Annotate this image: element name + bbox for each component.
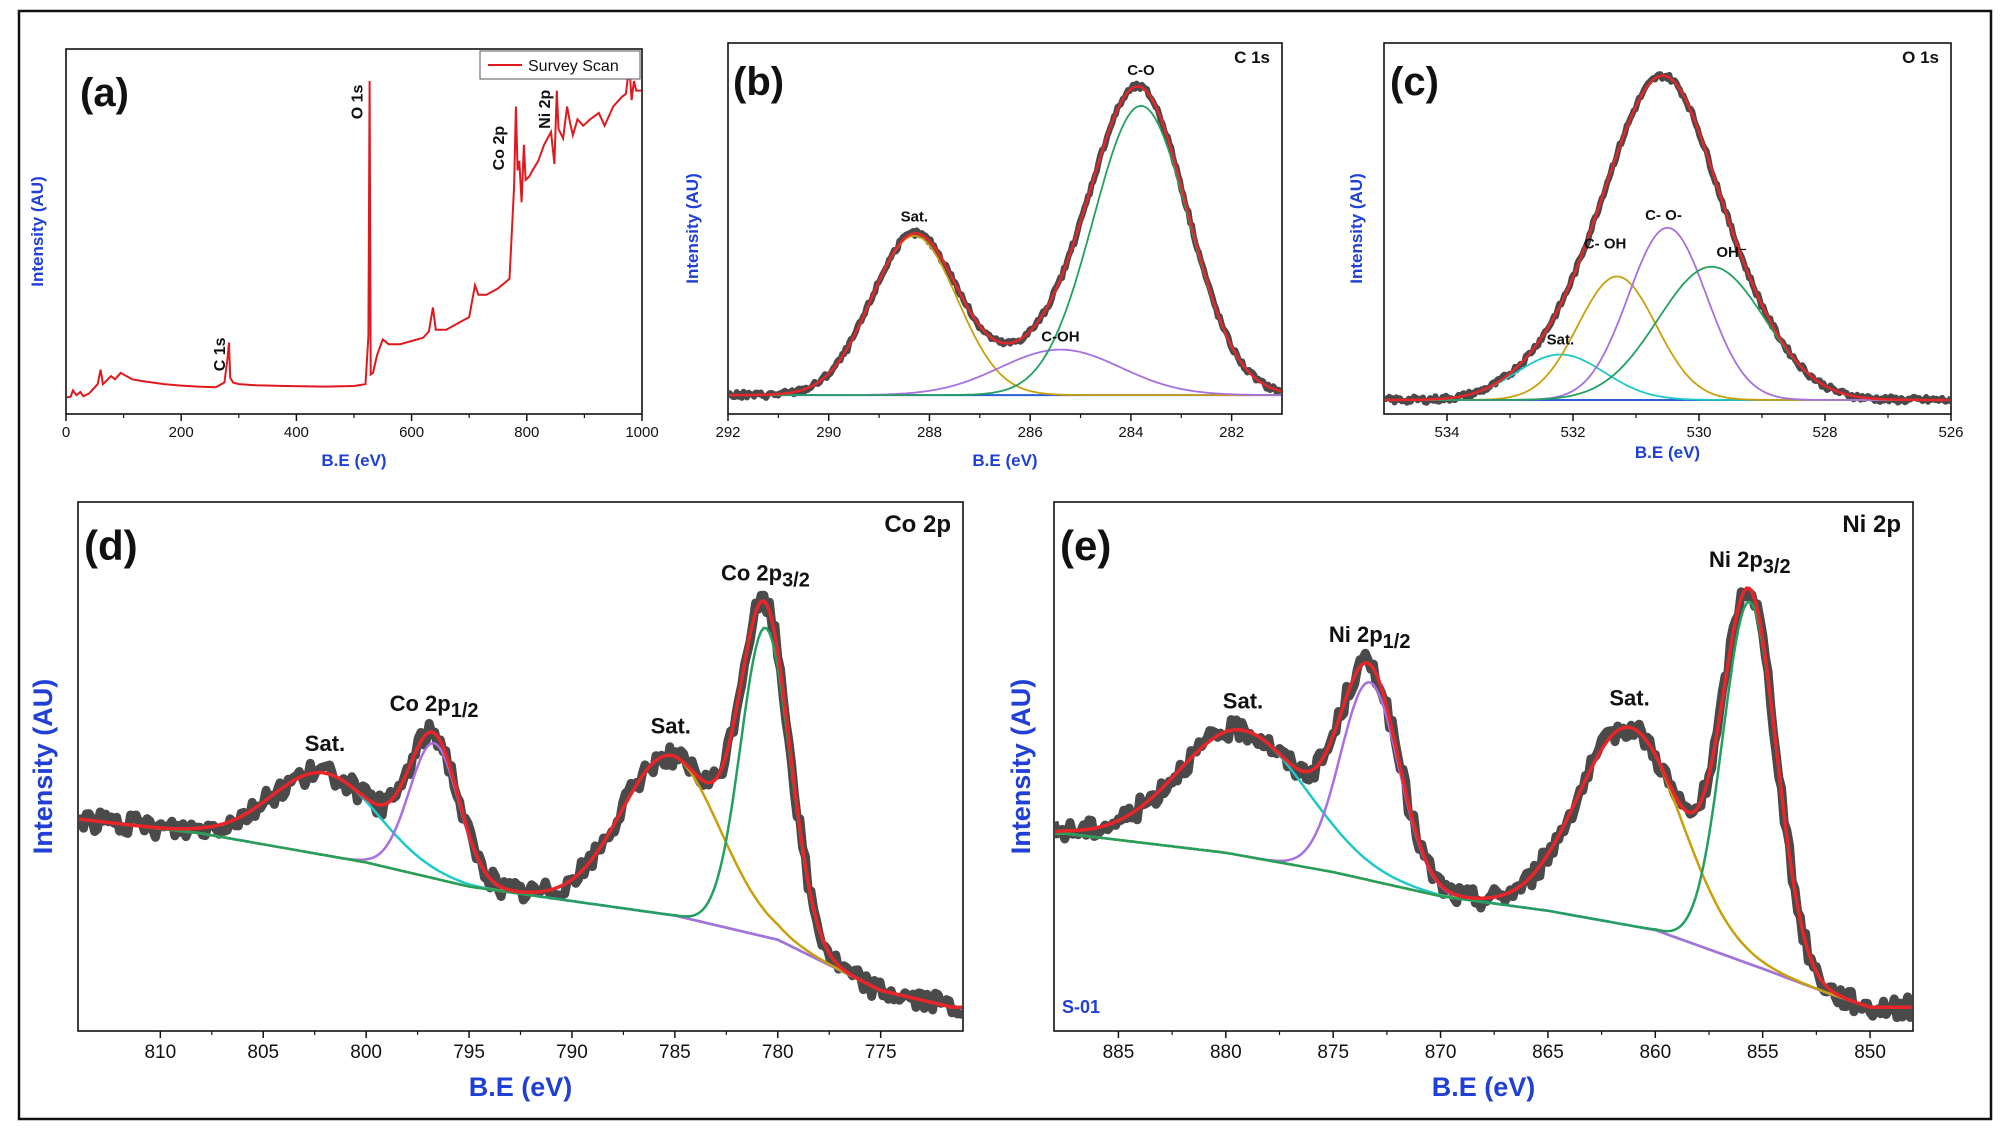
peak-label: Sat. [1609,685,1649,710]
peak-annotation: C 1s [212,337,229,371]
x-tick-label: 600 [399,424,424,441]
x-tick-label: 790 [556,1042,588,1063]
panel-title: C 1s [1234,48,1270,67]
x-tick-label: 286 [1018,424,1043,441]
peak-label: C- O- [1645,207,1682,224]
x-axis-title: B.E (eV) [469,1072,573,1102]
peak-annotation: O 1s [350,84,367,119]
x-tick-label: 860 [1639,1042,1671,1063]
x-tick-label: 292 [715,424,740,441]
sample-id: S-01 [1062,997,1100,1017]
peak-label: Ni 2p1/2 [1329,622,1411,653]
peak-label: Ni 2p3/2 [1709,547,1791,578]
peak-label: Sat. [901,208,929,225]
y-axis-title: Intensity (AU) [1006,679,1036,855]
legend: Survey Scan [479,50,641,80]
series-survey-scan [67,64,641,399]
x-tick-label: 1000 [625,424,658,441]
y-axis-title: Intensity (AU) [28,176,47,287]
panel-label: (e) [1060,522,1111,569]
x-tick-label: 200 [169,424,194,441]
fit-envelope [1385,74,1950,402]
x-tick-label: 534 [1434,424,1459,441]
peak-label: Sat. [1223,688,1263,713]
x-axis-title: B.E (eV) [1432,1072,1536,1102]
x-axis-title: B.E (eV) [1635,443,1700,462]
y-axis-title: Intensity (AU) [1347,173,1366,284]
y-axis-title: Intensity (AU) [683,173,702,284]
panel-d: 810 805 800 795 790 785 780 775 B.E (eV) Intensit… [28,501,964,1102]
x-tick-label: 0 [62,424,70,441]
panel-label: (d) [84,522,138,569]
fit-envelope [79,599,962,1010]
panel-c: 534 532 530 528 526 B.E (eV) Intensity (AU) (c)… [1347,42,1964,462]
plot-area [79,590,962,1019]
figure-border [17,9,1993,1121]
panel-title: Co 2p [884,511,951,538]
x-tick-label: 282 [1219,424,1244,441]
peak-label: C-OH [1041,329,1079,346]
peak-annotation: Ni 2p [537,90,554,129]
panel-title: O 1s [1902,48,1939,67]
panel-label: (b) [733,60,784,104]
peak-label: Co 2p1/2 [390,691,479,722]
x-axis-title: B.E (eV) [972,451,1037,470]
x-tick-label: 850 [1854,1042,1886,1063]
x-tick-label: 880 [1210,1042,1242,1063]
x-tick-label: 532 [1560,424,1585,441]
x-tick-label: 885 [1103,1042,1135,1063]
x-tick-label: 785 [659,1042,691,1063]
fit-envelope [1055,586,1912,1010]
plot-area [1055,586,1912,1023]
fit-envelope [729,85,1281,397]
x-axis-title: B.E (eV) [321,451,386,470]
x-tick-label: 288 [917,424,942,441]
plot-frame [1383,42,1952,415]
plot-frame [727,42,1283,415]
peak-label: C-O [1127,62,1155,79]
legend-label: Survey Scan [528,58,619,75]
peak-annotation: Co 2p [491,126,508,171]
x-tick-label: 400 [284,424,309,441]
x-tick-label: 810 [144,1042,176,1063]
peak-label: OH⁻ [1716,244,1747,261]
x-tick-label: 855 [1747,1042,1779,1063]
x-tick-label: 870 [1425,1042,1457,1063]
peak-label: Sat. [305,731,345,756]
x-tick-label: 865 [1532,1042,1564,1063]
peak-label: Co 2p3/2 [721,560,810,591]
x-tick-label: 780 [762,1042,794,1063]
x-tick-label: 528 [1812,424,1837,441]
x-tick-label: 800 [514,424,539,441]
panel-e: 885 880 875 870 865 860 855 850 B.E (eV) Intensit… [1006,501,1914,1102]
y-axis-title: Intensity (AU) [28,679,58,855]
x-tick-label: 290 [816,424,841,441]
x-tick-label: 805 [247,1042,279,1063]
x-tick-label: 795 [453,1042,485,1063]
peak-label: Sat. [651,713,691,738]
x-tick-label: 875 [1317,1042,1349,1063]
x-tick-label: 775 [865,1042,897,1063]
panel-label: (c) [1390,60,1439,104]
peak-label: C- OH [1584,236,1627,253]
plot-area [729,80,1281,401]
x-tick-label: 526 [1938,424,1963,441]
x-tick-label: 800 [350,1042,382,1063]
plot-frame [1053,501,1914,1032]
x-tick-label: 530 [1686,424,1711,441]
plot-area [67,64,641,399]
peak-label: Sat. [1547,332,1575,349]
panel-b: 292 290 288 286 284 282 B.E (eV) Intensity (AU)… [683,42,1283,470]
x-tick-label: 284 [1118,424,1143,441]
panel-a: 0 200 400 600 800 1000 B.E (eV) Intensity (AU) (… [28,48,659,470]
plot-area [1385,71,1950,406]
panel-label: (a) [80,71,129,115]
panel-title: Ni 2p [1842,511,1901,538]
